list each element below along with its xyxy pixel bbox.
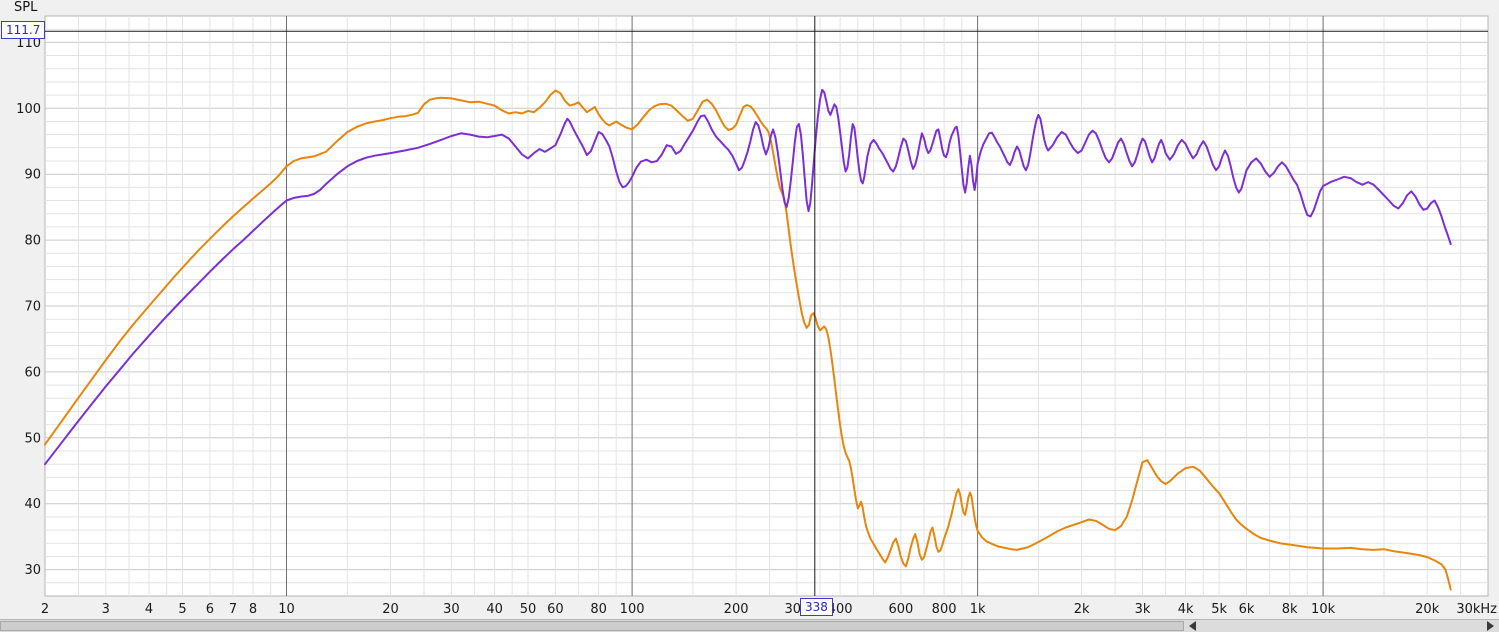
y-tick-label: 100	[16, 102, 41, 117]
x-tick-label: 50	[520, 602, 537, 617]
y-tick-label: 50	[24, 431, 41, 446]
purple-trace	[44, 88, 1452, 466]
x-tick-label: 5k	[1211, 602, 1227, 617]
y-tick-label: 30	[24, 563, 41, 578]
y-tick-label: 40	[24, 497, 41, 512]
x-tick-label: 400	[828, 602, 853, 617]
y-tick-label: 70	[24, 300, 41, 315]
orange-trace	[44, 89, 1452, 591]
x-tick-label: 6k	[1239, 602, 1255, 617]
x-tick-label: 3k	[1135, 602, 1151, 617]
x-tick-label: 7	[229, 602, 237, 617]
x-tick-label: 200	[724, 602, 749, 617]
scroll-right-button[interactable]	[1484, 620, 1497, 632]
y-tick-label: 80	[24, 234, 41, 249]
x-tick-label: 30kHz	[1456, 602, 1497, 617]
x-tick-label: 6	[206, 602, 214, 617]
y-tick-label: 60	[24, 365, 41, 380]
x-tick-label: 8	[249, 602, 257, 617]
y-tick-label: 110	[16, 36, 41, 51]
spl-cursor-value: 111.7	[6, 23, 41, 37]
x-tick-label: 20k	[1415, 602, 1440, 617]
x-tick-label: 800	[932, 602, 957, 617]
x-tick-label: 4	[145, 602, 153, 617]
y-axis-title: SPL	[14, 0, 38, 15]
x-tick-label: 1k	[970, 602, 986, 617]
x-tick-label: 10k	[1311, 602, 1336, 617]
x-tick-label: 2	[41, 602, 49, 617]
x-tick-label: 5	[178, 602, 186, 617]
horizontal-scrollbar[interactable]	[0, 619, 1499, 632]
x-tick-label: 10	[278, 602, 295, 617]
scroll-left-icon	[1189, 621, 1196, 631]
scroll-left-button[interactable]	[1186, 620, 1199, 632]
frequency-response-plot[interactable]: 110 100 90 80 70 60 50 40 30 2 3 4 5 6 7 8 10 20 30 40 50 60 8…	[0, 0, 1499, 619]
frequency-cursor-value: 338	[805, 600, 828, 614]
frequency-cursor-readout: 338	[800, 598, 833, 616]
x-tick-label: 20	[382, 602, 399, 617]
scroll-right-icon	[1487, 621, 1494, 631]
x-tick-label: 40	[486, 602, 503, 617]
x-tick-label: 30	[443, 602, 460, 617]
x-tick-label: 80	[590, 602, 607, 617]
x-tick-label: 4k	[1178, 602, 1194, 617]
spl-cursor-readout: 111.7	[1, 21, 46, 39]
x-tick-label: 100	[620, 602, 645, 617]
x-tick-label: 2k	[1074, 602, 1090, 617]
x-tick-label: 3	[102, 602, 110, 617]
y-tick-label: 90	[24, 168, 41, 183]
scrollbar-thumb[interactable]	[0, 621, 1184, 631]
x-tick-label: 600	[888, 602, 913, 617]
x-tick-label: 60	[547, 602, 564, 617]
x-tick-label: 8k	[1282, 602, 1298, 617]
